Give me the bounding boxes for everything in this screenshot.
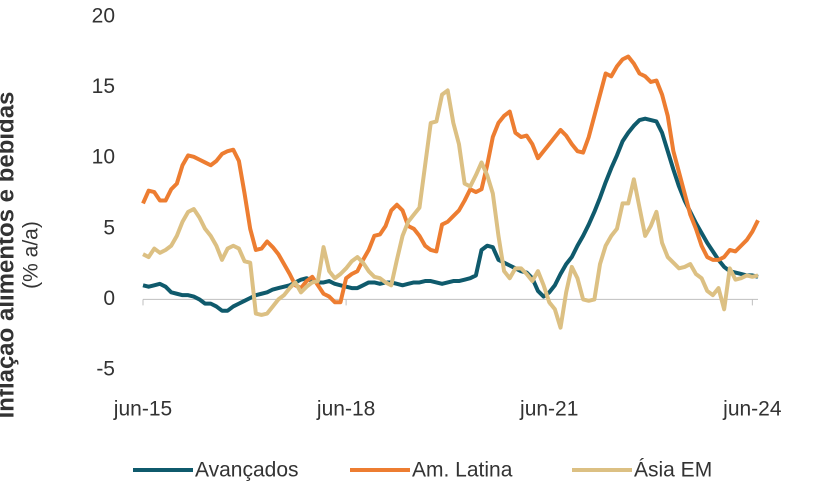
y-axis-label: (% a/a) <box>20 221 43 289</box>
legend-label: Am. Latina <box>412 459 513 482</box>
series-line <box>142 116 759 313</box>
y-tick-label: -5 <box>96 358 115 381</box>
x-tick-label: jun-18 <box>316 398 375 421</box>
x-tick-label: jun-24 <box>722 398 782 421</box>
y-tick-label: 20 <box>92 5 115 28</box>
y-tick-label: 0 <box>103 287 115 310</box>
series-line <box>142 88 759 330</box>
chart-title: Inflação alimentos e bebidas <box>0 92 19 419</box>
legend-label: Avançados <box>195 459 299 482</box>
x-tick-label: jun-21 <box>519 398 578 421</box>
legend-label: Ásia EM <box>634 459 712 482</box>
y-tick-label: 10 <box>92 146 115 169</box>
x-tick-label: jun-15 <box>113 398 172 421</box>
series-line <box>141 54 760 305</box>
y-tick-label: 15 <box>92 75 115 98</box>
y-tick-label: 5 <box>103 216 115 239</box>
